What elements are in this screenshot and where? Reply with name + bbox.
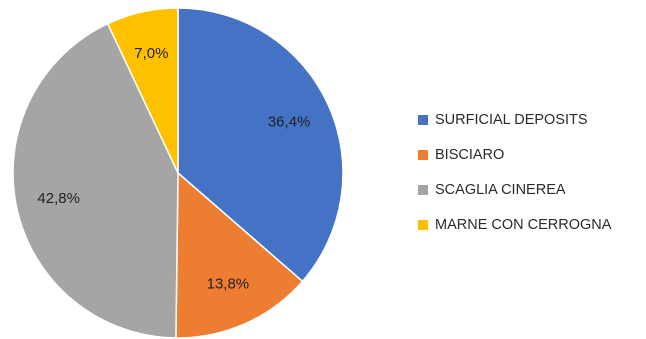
legend-swatch-surficial-deposits <box>418 115 428 125</box>
legend-label-bisciaro: BISCIARO <box>435 147 504 163</box>
legend-label-marne-con-cerrogna: MARNE CON CERROGNA <box>435 217 612 233</box>
data-label-bisciaro: 13,8% <box>207 275 250 292</box>
legend-swatch-bisciaro <box>418 150 428 160</box>
legend-swatch-marne-con-cerrogna <box>418 220 428 230</box>
pie-slice-marne-con-cerrogna <box>106 7 179 174</box>
pie-slice-scaglia-cinerea <box>12 22 179 339</box>
legend-swatch-scaglia-cinerea <box>418 185 428 195</box>
pie-slices <box>12 7 344 339</box>
pie-slice-bisciaro <box>175 171 304 339</box>
legend: SURFICIAL DEPOSITS BISCIARO SCAGLIA CINERE… <box>418 112 612 233</box>
legend-label-surficial-deposits: SURFICIAL DEPOSITS <box>435 112 588 128</box>
pie-slice-surficial-deposits <box>177 7 344 283</box>
data-label-scaglia-cinerea: 42,8% <box>37 190 80 207</box>
data-label-surficial-deposits: 36,4% <box>268 113 311 130</box>
data-label-marne-con-cerrogna: 7,0% <box>134 45 168 62</box>
legend-label-scaglia-cinerea: SCAGLIA CINEREA <box>435 182 566 198</box>
pie-data-labels: 36,4% 13,8% 42,8% 7,0% <box>37 45 310 293</box>
